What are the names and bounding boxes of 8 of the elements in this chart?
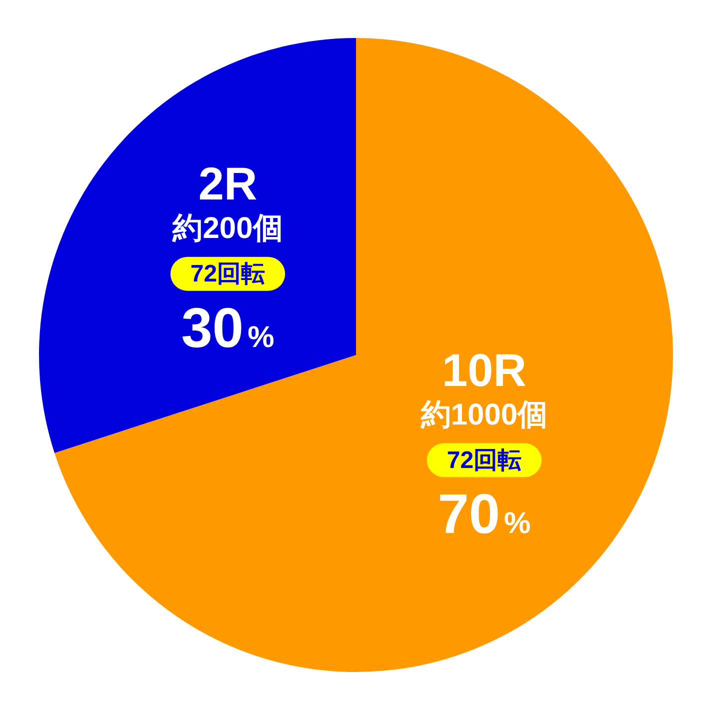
data-label: 70% bbox=[438, 482, 531, 546]
text: 72回転 bbox=[190, 260, 266, 288]
text: 72回転 bbox=[446, 446, 522, 474]
data-label: 30% bbox=[181, 296, 274, 359]
slice-label: 10R bbox=[442, 344, 526, 396]
text: 約200個 bbox=[172, 212, 283, 246]
slice-label: 2R bbox=[198, 158, 258, 210]
text: 約1000個 bbox=[420, 398, 548, 432]
